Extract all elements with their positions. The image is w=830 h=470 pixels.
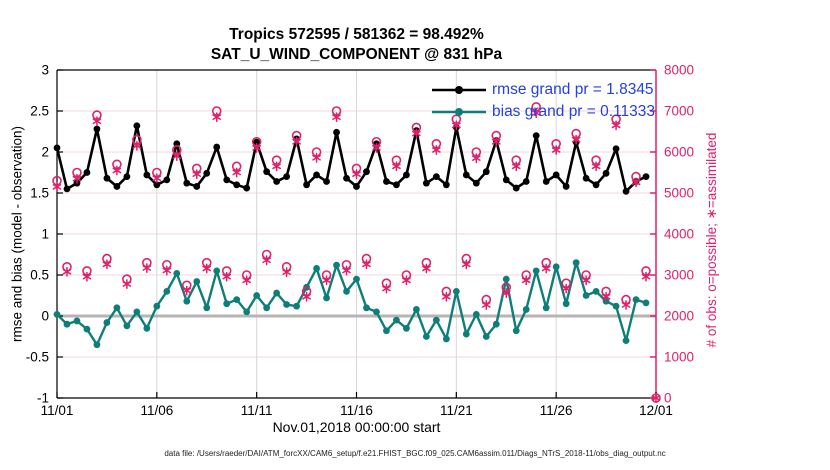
left-tick-label: 0 <box>41 309 49 324</box>
legend: rmse grand pr = 1.8345 bias grand pr = 0… <box>430 79 655 123</box>
left-axis-label: rmse and bias (model - observation) <box>9 125 25 343</box>
left-tick-label: 3 <box>41 63 49 78</box>
right-tick-label: 8000 <box>664 63 694 78</box>
left-tick-label: 1 <box>41 227 49 242</box>
x-tick-label: 11/06 <box>140 403 173 418</box>
legend-item-bias: bias grand pr = 0.11333 <box>430 101 655 123</box>
right-tick-label: 5000 <box>664 186 694 201</box>
x-tick-label: 11/21 <box>440 403 473 418</box>
series-assimilated <box>52 108 661 403</box>
right-tick-label: 3000 <box>664 268 694 283</box>
left-tick-label: 2 <box>41 145 49 160</box>
right-tick-label: 1000 <box>664 350 694 365</box>
x-tick-label: 11/16 <box>340 403 373 418</box>
chart-title-line2: SAT_U_WIND_COMPONENT @ 831 hPa <box>210 46 503 63</box>
right-tick-label: 0 <box>664 391 672 406</box>
left-tick-label: -0.5 <box>26 350 49 365</box>
left-tick-label: 1.5 <box>30 186 49 201</box>
rmse-line-swatch <box>432 86 486 94</box>
left-tick-label: -1 <box>37 391 49 406</box>
left-tick-label: 0.5 <box>30 268 49 283</box>
series-rmse <box>53 122 650 195</box>
right-tick-label: 2000 <box>664 309 694 324</box>
x-tick-label: 11/26 <box>540 403 573 418</box>
right-axis-label: # of obs: o=possible; ∗=assimilated <box>704 132 719 348</box>
left-tick-label: 2.5 <box>30 104 49 119</box>
right-tick-label: 4000 <box>664 227 694 242</box>
x-axis-label: Nov.01,2018 00:00:00 start <box>272 419 441 435</box>
series-bias <box>53 259 650 349</box>
right-tick-label: 7000 <box>664 104 694 119</box>
datafile-annotation: data file: /Users/raeder/DAI/ATM_forcXX/… <box>164 449 666 458</box>
x-tick-label: 12/01 <box>639 403 673 418</box>
axis-tick-labels: -1 -0.5 0 0.5 1 1.5 2 2.5 3 0 1000 2000 3000 4000 5000… <box>26 63 694 419</box>
bias-legend-label: bias grand pr = 0.11333 <box>492 103 656 120</box>
chart-title-line1: Tropics 572595 / 581362 = 98.492% <box>229 26 484 43</box>
legend-item-rmse: rmse grand pr = 1.8345 <box>430 79 655 101</box>
rmse-legend-label: rmse grand pr = 1.8345 <box>492 81 654 98</box>
right-tick-label: 6000 <box>664 145 694 160</box>
bias-line-swatch <box>432 108 486 116</box>
x-tick-label: 11/01 <box>41 403 74 418</box>
x-tick-label: 11/11 <box>241 403 273 418</box>
